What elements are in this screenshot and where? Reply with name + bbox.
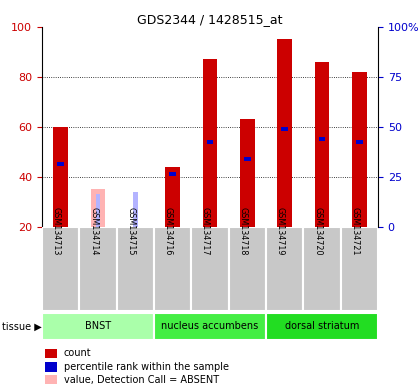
Bar [244,157,251,161]
Bar [315,62,329,227]
Text: GSM134719: GSM134719 [276,207,285,255]
Bar [266,313,378,340]
FancyBboxPatch shape [45,349,57,358]
Bar [117,227,154,311]
Text: dorsal striatum: dorsal striatum [285,321,359,331]
Bar [341,227,378,311]
Text: GSM134720: GSM134720 [313,207,322,255]
Bar [266,227,303,311]
Bar [207,140,213,144]
Text: GSM134717: GSM134717 [201,207,210,255]
FancyBboxPatch shape [45,362,57,372]
Text: GSM134713: GSM134713 [52,207,60,255]
Bar [240,119,255,227]
Text: value, Detection Call = ABSENT: value, Detection Call = ABSENT [64,375,219,384]
Text: GSM134721: GSM134721 [350,207,360,255]
Bar [202,59,218,227]
Bar [42,227,79,311]
Text: percentile rank within the sample: percentile rank within the sample [64,362,229,372]
Bar [319,137,326,141]
Text: count: count [64,348,92,358]
Bar [154,227,191,311]
Bar [91,189,105,227]
Bar [53,127,68,227]
Text: BNST: BNST [85,321,111,331]
Title: GDS2344 / 1428515_at: GDS2344 / 1428515_at [137,13,283,26]
Bar [96,194,100,227]
Bar [356,140,363,144]
Bar [169,172,176,176]
Text: nucleus accumbens: nucleus accumbens [161,321,259,331]
Bar [79,227,117,311]
Bar [281,127,288,131]
Text: GSM134716: GSM134716 [164,207,173,255]
Bar [303,227,341,311]
Bar [165,167,180,227]
Bar [133,192,138,227]
FancyBboxPatch shape [45,376,57,384]
Text: GSM134715: GSM134715 [126,207,135,255]
Bar [42,313,154,340]
Text: GSM134714: GSM134714 [89,207,98,255]
Bar [57,162,64,166]
Bar [229,227,266,311]
Bar [277,40,292,227]
Text: GSM134718: GSM134718 [238,207,247,255]
Bar [154,313,266,340]
Text: tissue ▶: tissue ▶ [2,321,42,331]
Bar [352,72,367,227]
Bar [192,227,228,311]
